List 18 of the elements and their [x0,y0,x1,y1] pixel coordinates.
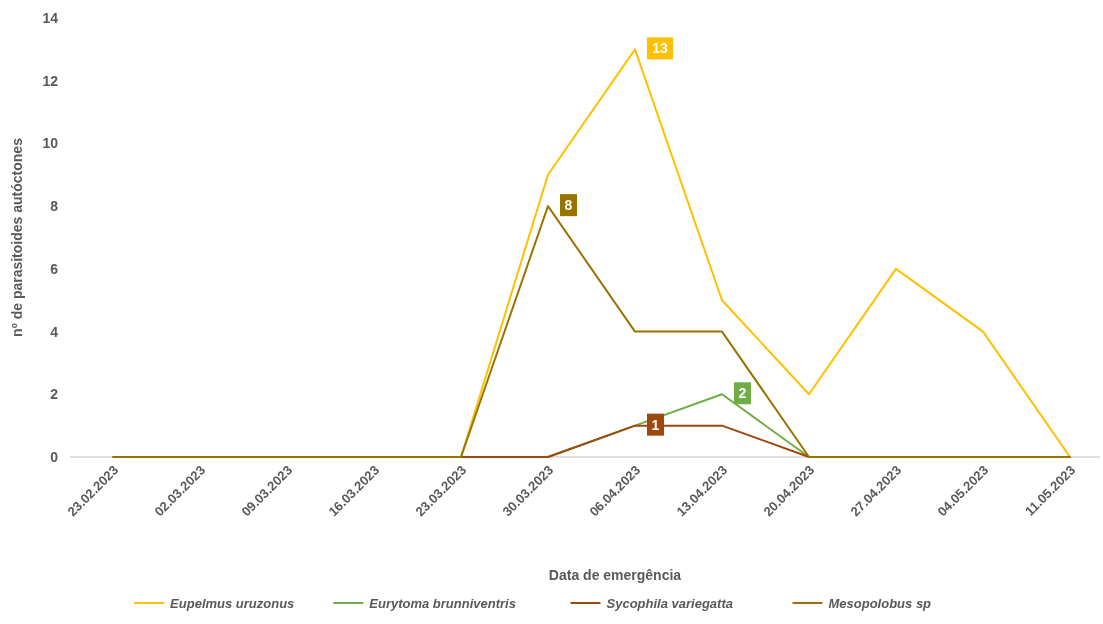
y-tick-label: 6 [50,260,59,277]
legend-label: Eurytoma brunniventris [369,596,516,611]
y-tick-label: 10 [42,135,59,152]
data-label: 2 [738,385,747,402]
legend-label: Mesopolobus sp [828,596,932,611]
y-tick-label: 8 [50,198,59,215]
data-label: 13 [652,40,668,57]
data-label: 1 [651,416,660,433]
y-tick-label: 14 [42,10,59,26]
x-axis-title: Data de emergência [548,567,682,583]
legend-label: Sycophila variegatta [606,596,733,611]
data-label: 8 [564,197,573,214]
legend-label: Eupelmus uruzonus [170,596,295,611]
y-tick-label: 4 [50,323,59,340]
y-tick-label: 2 [50,386,59,403]
y-tick-label: 0 [50,449,59,465]
y-tick-label: 12 [42,72,59,89]
y-axis-title: nº de parasitoides autóctones [9,137,25,337]
